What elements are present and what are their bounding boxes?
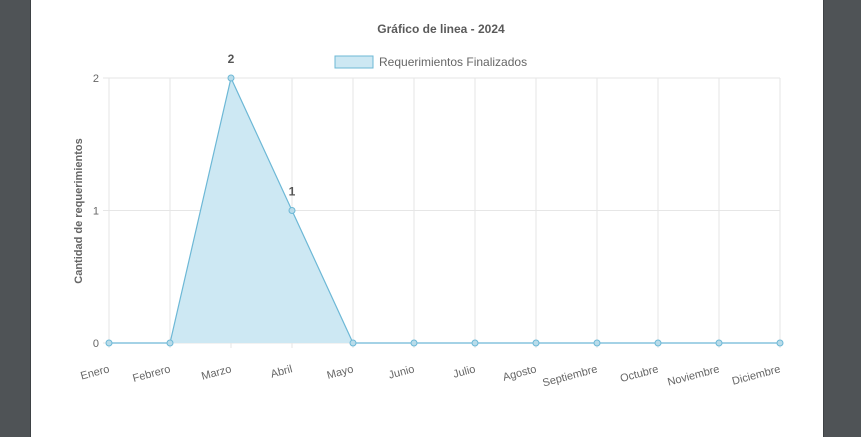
x-tick-label: Junio	[387, 363, 416, 381]
data-point[interactable]	[349, 339, 357, 347]
x-tick-label: Agosto	[502, 363, 538, 383]
x-tick-label: Abril	[269, 363, 293, 380]
legend-swatch	[334, 55, 374, 69]
data-point[interactable]	[410, 339, 418, 347]
y-tick-labels: 0 1 2	[93, 73, 99, 350]
legend-label: Requerimientos Finalizados	[379, 55, 527, 69]
data-point[interactable]	[715, 339, 723, 347]
x-tick-label: Julio	[452, 363, 477, 380]
data-point[interactable]	[227, 74, 235, 82]
series-line	[109, 76, 780, 344]
data-point[interactable]	[593, 339, 601, 347]
data-point[interactable]	[776, 339, 784, 347]
chart-panel	[31, 0, 823, 437]
x-tick-label: Mayo	[326, 363, 355, 382]
data-point[interactable]	[654, 339, 662, 347]
x-tick-label: Diciembre	[731, 363, 782, 387]
x-tick-label: Septiembre	[541, 363, 598, 389]
data-point[interactable]	[288, 207, 296, 214]
data-point[interactable]	[471, 339, 479, 347]
y-axis-label: Cantidad de requerimientos	[73, 138, 85, 283]
data-point[interactable]	[532, 339, 540, 347]
x-tick-label: Febrero	[131, 363, 171, 385]
chart-title: Gráfico de linea - 2024	[377, 22, 505, 36]
data-label: 1	[289, 185, 296, 199]
legend[interactable]: Requerimientos Finalizados	[334, 55, 527, 69]
x-tick-labels: Enero Febrero Marzo Abril Mayo Junio Julio Agos…	[79, 363, 781, 389]
y-tick-label: 0	[93, 338, 99, 350]
data-point[interactable]	[166, 339, 174, 347]
data-labels: 21	[228, 52, 296, 199]
x-tick-label: Octubre	[619, 363, 660, 385]
y-tick-label: 2	[93, 73, 99, 85]
x-tick-label: Noviembre	[666, 363, 720, 388]
window-edge-left	[30, 0, 31, 437]
y-tick-label: 1	[93, 206, 99, 218]
data-point[interactable]	[105, 339, 113, 347]
series-area	[109, 78, 780, 343]
data-label: 2	[228, 52, 235, 66]
x-tick-label: Enero	[79, 363, 110, 382]
x-tick-label: Marzo	[200, 363, 233, 383]
window-edge-right	[823, 0, 824, 437]
data-points	[105, 74, 784, 347]
